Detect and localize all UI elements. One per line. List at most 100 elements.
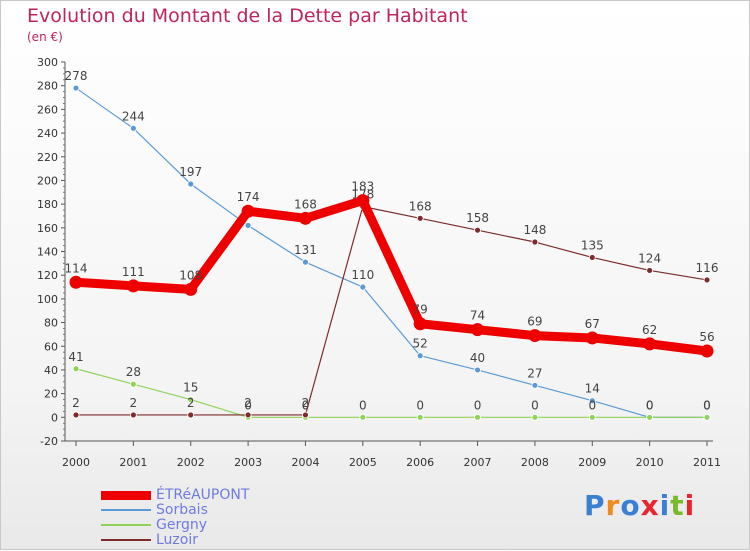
data-point--tr-aupont [585, 331, 599, 345]
legend-swatch [101, 490, 151, 500]
data-label-gergny: 0 [302, 398, 310, 412]
y-tick-label: 80 [44, 317, 58, 330]
data-label-luzoir: 168 [409, 199, 432, 213]
x-tick-label: 2008 [521, 456, 549, 469]
legend-item: Luzoir [101, 533, 361, 548]
data-point--tr-aupont [69, 275, 83, 289]
data-label--tr-aupont: 114 [65, 261, 88, 275]
data-point-sorbais [474, 366, 481, 374]
y-tick-label: -20 [40, 435, 58, 448]
data-point--tr-aupont [184, 282, 198, 296]
y-tick-label: 260 [37, 103, 58, 116]
data-point-luzoir [531, 238, 539, 246]
data-label--tr-aupont: 174 [237, 190, 260, 204]
data-point-sorbais [244, 222, 252, 229]
data-label--tr-aupont: 56 [699, 330, 714, 344]
legend-label: Sorbais [156, 502, 208, 518]
x-tick-label: 2009 [578, 456, 606, 469]
y-tick-label: 20 [44, 388, 58, 401]
data-label-sorbais: 197 [179, 165, 202, 179]
data-point-gergny [588, 413, 596, 421]
chart-subtitle: (en €) [27, 30, 63, 44]
data-point--tr-aupont [528, 329, 542, 343]
data-label-gergny: 0 [416, 398, 424, 412]
data-label--tr-aupont: 62 [642, 323, 657, 337]
data-label-luzoir: 2 [187, 396, 195, 410]
data-label-luzoir: 124 [638, 251, 661, 265]
data-point--tr-aupont [241, 204, 255, 218]
data-label--tr-aupont: 108 [179, 268, 202, 282]
legend-label: Gergny [156, 517, 208, 533]
y-tick-label: 160 [37, 222, 58, 235]
y-tick-label: 100 [37, 293, 58, 306]
data-label-sorbais: 14 [585, 382, 600, 396]
x-tick-label: 2002 [177, 456, 205, 469]
x-tick-label: 2011 [693, 456, 721, 469]
data-point-sorbais [129, 124, 137, 132]
data-label-sorbais: 110 [351, 268, 374, 282]
y-tick-label: 240 [37, 127, 58, 140]
x-tick-label: 2004 [291, 456, 319, 469]
data-point--tr-aupont [471, 323, 485, 337]
y-tick-label: 60 [44, 340, 58, 353]
data-point-gergny [72, 365, 80, 373]
data-label-luzoir: 2 [244, 396, 252, 410]
data-label-sorbais: 52 [413, 337, 428, 351]
data-label-sorbais: 40 [470, 351, 485, 365]
data-label--tr-aupont: 67 [585, 317, 600, 331]
data-point--tr-aupont [298, 211, 312, 225]
data-point--tr-aupont [643, 337, 657, 351]
y-tick-label: 0 [51, 411, 58, 424]
data-label-sorbais: 0 [646, 398, 654, 412]
data-label--tr-aupont: 69 [527, 315, 542, 329]
data-label-luzoir: 158 [466, 211, 489, 225]
data-point-sorbais [416, 352, 424, 360]
series-line--tr-aupont [75, 196, 708, 356]
data-label-luzoir: 135 [581, 238, 604, 252]
x-tick-label: 2003 [234, 456, 262, 469]
series-line-gergny [75, 368, 707, 418]
series-line-luzoir [76, 205, 708, 416]
data-point-sorbais [187, 180, 195, 188]
data-point--tr-aupont [413, 317, 427, 331]
legend-swatch [101, 509, 151, 511]
data-point-luzoir [302, 411, 309, 419]
data-point-sorbais [72, 84, 80, 92]
data-point-gergny [359, 413, 367, 421]
x-tick-label: 2001 [119, 456, 147, 469]
data-label-sorbais: 27 [527, 366, 542, 380]
data-label--tr-aupont: 79 [413, 303, 428, 317]
data-label-luzoir: 2 [72, 396, 80, 410]
y-tick-label: 180 [37, 198, 58, 211]
legend-label: ÉTRéAUPONT [156, 487, 250, 503]
data-label-gergny: 0 [474, 398, 482, 412]
data-point-gergny [187, 396, 195, 403]
data-point-gergny [416, 413, 424, 421]
y-tick-label: 300 [37, 56, 58, 69]
chart-legend: ÉTRéAUPONT Sorbais Gergny Luzoir [101, 488, 361, 548]
data-label-gergny: 0 [646, 398, 654, 412]
data-point-gergny [474, 413, 481, 421]
data-label-luzoir: 148 [523, 223, 546, 237]
data-point-sorbais [588, 397, 596, 405]
data-point-luzoir [646, 267, 654, 274]
data-label--tr-aupont: 74 [470, 309, 485, 323]
data-point-sorbais [302, 258, 309, 266]
legend-swatch [101, 524, 151, 526]
data-label-luzoir: 116 [696, 261, 719, 275]
data-label--tr-aupont: 168 [294, 197, 317, 211]
x-tick-label: 2007 [464, 456, 492, 469]
data-point-luzoir [129, 411, 137, 419]
y-tick-label: 200 [37, 174, 58, 187]
x-tick-label: 2000 [62, 456, 90, 469]
data-label-gergny: 0 [703, 398, 711, 412]
data-point-gergny [646, 413, 654, 421]
data-point--tr-aupont [126, 279, 140, 293]
data-label-sorbais: 131 [294, 243, 317, 257]
y-tick-label: 140 [37, 246, 58, 259]
legend-item: ÉTRéAUPONT [101, 488, 361, 503]
data-point--tr-aupont [700, 344, 714, 358]
data-point--tr-aupont [356, 194, 370, 208]
data-label-sorbais: 278 [65, 69, 88, 83]
